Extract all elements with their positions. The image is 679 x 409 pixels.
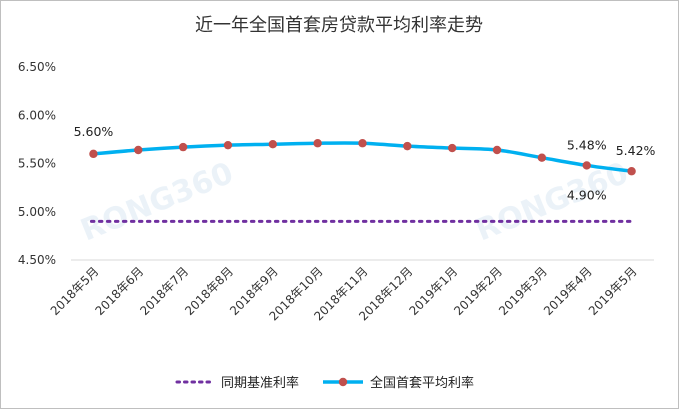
data-point bbox=[582, 161, 591, 170]
y-tick-label: 6.00% bbox=[18, 108, 56, 122]
legend-label-national-avg: 全国首套平均利率 bbox=[370, 375, 474, 391]
x-tick-label: 2019年5月 bbox=[586, 264, 640, 318]
data-label: 5.42% bbox=[616, 143, 656, 158]
data-label: 5.60% bbox=[74, 124, 114, 139]
data-point bbox=[403, 141, 412, 151]
data-point bbox=[358, 139, 367, 148]
y-tick-label: 5.00% bbox=[18, 205, 56, 219]
legend-marker bbox=[338, 377, 348, 387]
y-tick-label: 6.50% bbox=[18, 60, 56, 74]
data-label: 4.90% bbox=[567, 187, 607, 202]
data-point bbox=[223, 140, 233, 150]
data-point bbox=[537, 153, 547, 162]
data-point bbox=[268, 140, 278, 149]
y-tick-label: 5.50% bbox=[18, 157, 56, 171]
watermark-text: RONG360 bbox=[76, 156, 238, 249]
data-label: 5.48% bbox=[567, 137, 607, 152]
data-point bbox=[492, 145, 502, 155]
data-point bbox=[627, 167, 636, 176]
y-tick-label: 4.50% bbox=[18, 253, 56, 267]
data-point bbox=[134, 145, 143, 155]
data-point bbox=[89, 149, 98, 159]
legend-label-baseline: 同期基准利率 bbox=[221, 375, 299, 391]
data-point bbox=[313, 139, 322, 148]
chart-title: 近一年全国首套房贷款平均利率走势 bbox=[195, 15, 483, 36]
data-point bbox=[178, 142, 188, 152]
data-point bbox=[447, 143, 457, 153]
